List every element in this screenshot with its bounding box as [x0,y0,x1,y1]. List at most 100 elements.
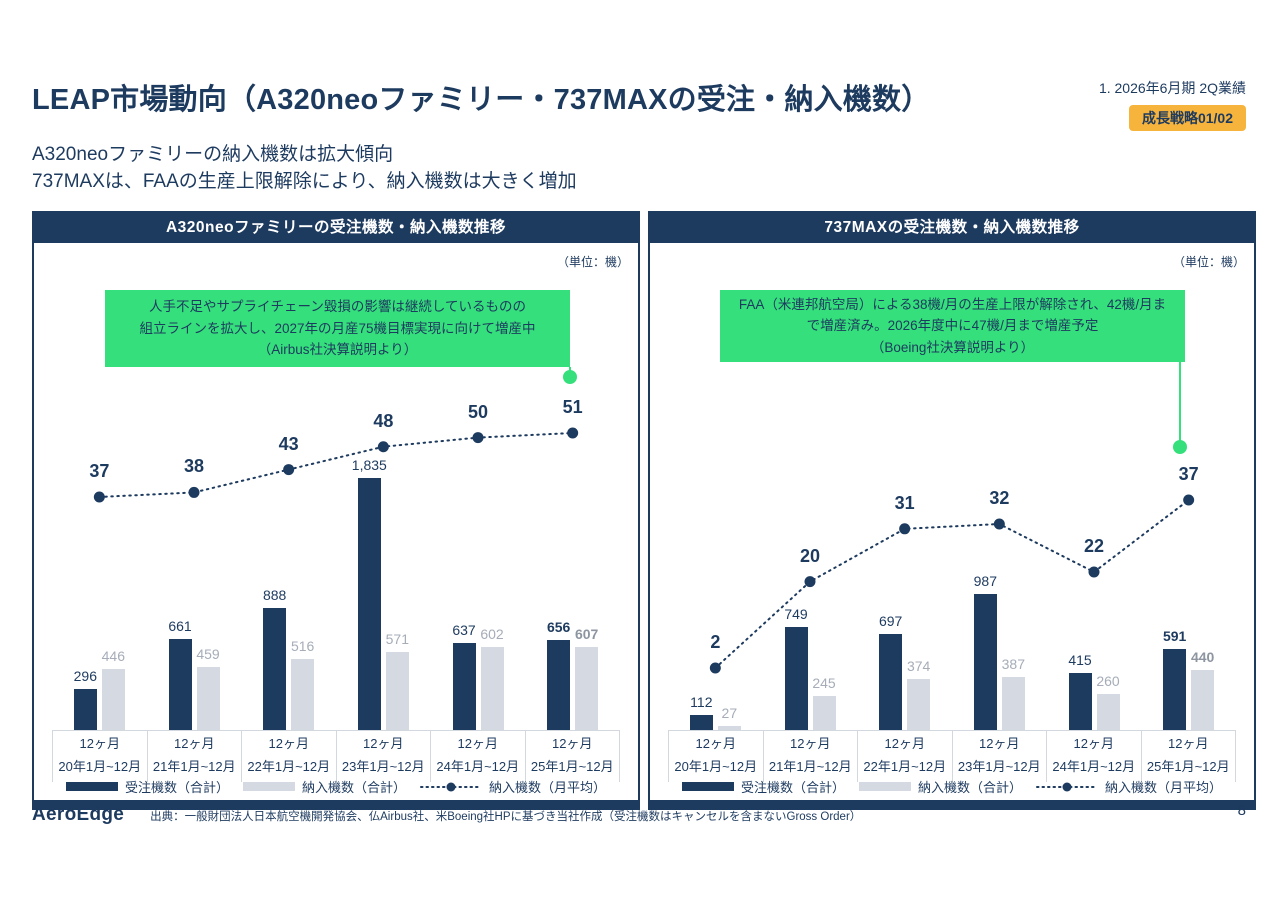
category-range-label: 21年1月~12月 [152,759,236,774]
category-period-label: 12ヶ月 [695,736,736,751]
orders-bar [168,639,192,730]
orders-bar-label: 697 [878,613,903,630]
category-range-label: 22年1月~12月 [247,759,331,774]
a320neo-chart-panel: A320neoファミリーの受注機数・納入機数推移 （単位：機） 人手不足やサプラ… [32,211,640,810]
legend-label: 納入機数（合計） [301,780,406,795]
line-point [188,486,200,498]
orders-bar [547,639,571,730]
orders-bar-label: 661 [168,618,192,635]
category-cell: 12ヶ月 22年1月~12月 [858,731,953,782]
deliveries-bar-label: 516 [290,638,315,655]
legend-label: 納入機数（月平均） [489,780,607,795]
deliveries-bar-label: 459 [196,645,220,662]
category-cell: 12ヶ月 25年1月~12月 [526,731,620,782]
category-cell: 12ヶ月 25年1月~12月 [1142,731,1236,782]
header-right: 1. 2026年6月期 2Q業績 成長戦略01/02 [1099,76,1246,131]
a320neo-chart-title: A320neoファミリーの受注機数・納入機数推移 [34,213,638,243]
category-range-label: 20年1月~12月 [674,759,758,774]
subtitle-line-2: 737MAXは、FAAの生産上限解除により、納入機数は大きく増加 [32,170,577,192]
line-point-label: 37 [1178,464,1199,484]
orders-bar-label: 656 [546,618,571,635]
line-point-label: 31 [894,492,915,513]
deliveries-bar [291,659,315,730]
orders-bar-label: 637 [452,621,476,638]
line-point-label: 20 [799,545,821,566]
line-point [377,441,389,453]
line-point-label: 2 [710,632,721,652]
deliveries-bar-label: 607 [574,625,599,642]
deliveries-bar [101,668,125,730]
category-period-label: 12ヶ月 [552,736,593,751]
category-cell: 12ヶ月 20年1月~12月 [669,731,764,782]
legend-item: 納入機数（合計） [858,777,1022,796]
deliveries-bar [385,651,409,730]
line-point [899,523,911,535]
deliveries-bar-label: 440 [1190,648,1215,665]
category-range-label: 22年1月~12月 [863,759,947,774]
deliveries-bar [907,678,931,730]
line-point-label: 50 [467,401,489,422]
line-point [1183,494,1195,506]
header: LEAP市場動向（A320neoファミリー・737MAXの受注・納入機数） 1.… [32,76,1246,131]
deliveries-bar [480,647,504,730]
line-point [93,491,105,503]
category-cell: 12ヶ月 24年1月~12月 [1047,731,1142,782]
deliveries-bar [196,666,220,730]
page-title: LEAP市場動向（A320neoファミリー・737MAXの受注・納入機数） [32,84,931,116]
legend-dot-marker [446,782,456,791]
orders-bar [689,714,713,730]
category-range-label: 25年1月~12月 [530,759,614,774]
aeroedge-logo: AeroEdge [32,804,125,825]
category-period-label: 12ヶ月 [1168,736,1209,751]
unit-label: （単位：機） [556,255,629,269]
deliveries-bar-label: 245 [812,675,836,692]
line-point [567,427,579,439]
orders-bar-label: 415 [1068,652,1092,669]
deliveries-bar-label: 374 [906,657,931,674]
legend-label: 納入機数（月平均） [1105,780,1223,795]
orders-bar [973,594,997,730]
category-cell: 12ヶ月 24年1月~12月 [431,731,526,782]
fiscal-period-label: 1. 2026年6月期 2Q業績 [1098,80,1246,96]
orders-bar-label: 591 [1162,627,1187,644]
category-range-label: 21年1月~12月 [768,759,852,774]
line-point [709,662,721,674]
chart-legend: 受注機数（合計） 納入機数（合計） 納入機数（月平均） [34,777,638,796]
orders-bar-label: 296 [73,668,97,685]
deliveries-bar-label: 387 [1001,655,1025,672]
legend-item: 納入機数（月平均） [420,777,606,796]
callout-annotation: FAA（米連邦航空局）による38機/月の生産上限が解除され、42機/月ま で増産… [720,290,1185,362]
category-period-label: 12ヶ月 [1073,736,1114,751]
category-cell: 12ヶ月 21年1月~12月 [764,731,858,782]
category-range-label: 20年1月~12月 [58,759,142,774]
line-point [283,464,295,476]
737max-chart-title: 737MAXの受注機数・納入機数推移 [650,213,1254,243]
deliveries-bar [717,726,741,730]
category-range-label: 23年1月~12月 [957,759,1041,774]
category-cell: 12ヶ月 23年1月~12月 [337,731,431,782]
orders-bar-label: 888 [262,587,287,604]
source-note: 出典：一般財団法人日本航空機開発協会、仏Airbus社、米Boeing社HPに基… [150,811,862,823]
orders-bar [1163,648,1187,730]
deliveries-bar [1001,676,1025,730]
orders-legend-swatch [65,782,118,791]
orders-bar-label: 987 [973,573,997,590]
legend-label: 納入機数（合計） [917,780,1022,795]
line-point-label: 51 [562,397,583,417]
deliveries-bar [1191,669,1215,730]
line-point-label: 48 [373,410,394,431]
deliveries-bar-label: 27 [721,705,738,722]
callout-pointer-dot [563,370,577,384]
callout-pointer-dot [1173,440,1187,454]
orders-legend-swatch [681,782,734,791]
deliveries-legend-swatch [858,782,911,791]
line-point [804,576,816,588]
line-point-label: 22 [1083,536,1105,556]
page-number: 8 [1237,802,1246,819]
deliveries-bar [1096,694,1120,730]
category-period-label: 12ヶ月 [884,736,925,751]
legend-item: 受注機数（合計） [65,777,229,796]
a320neo-chart-canvas: 人手不足やサプライチェーン毀損の影響は継続しているものの 組立ラインを拡大し、2… [34,213,638,800]
line-point [993,518,1005,530]
line-point-label: 32 [989,488,1010,508]
